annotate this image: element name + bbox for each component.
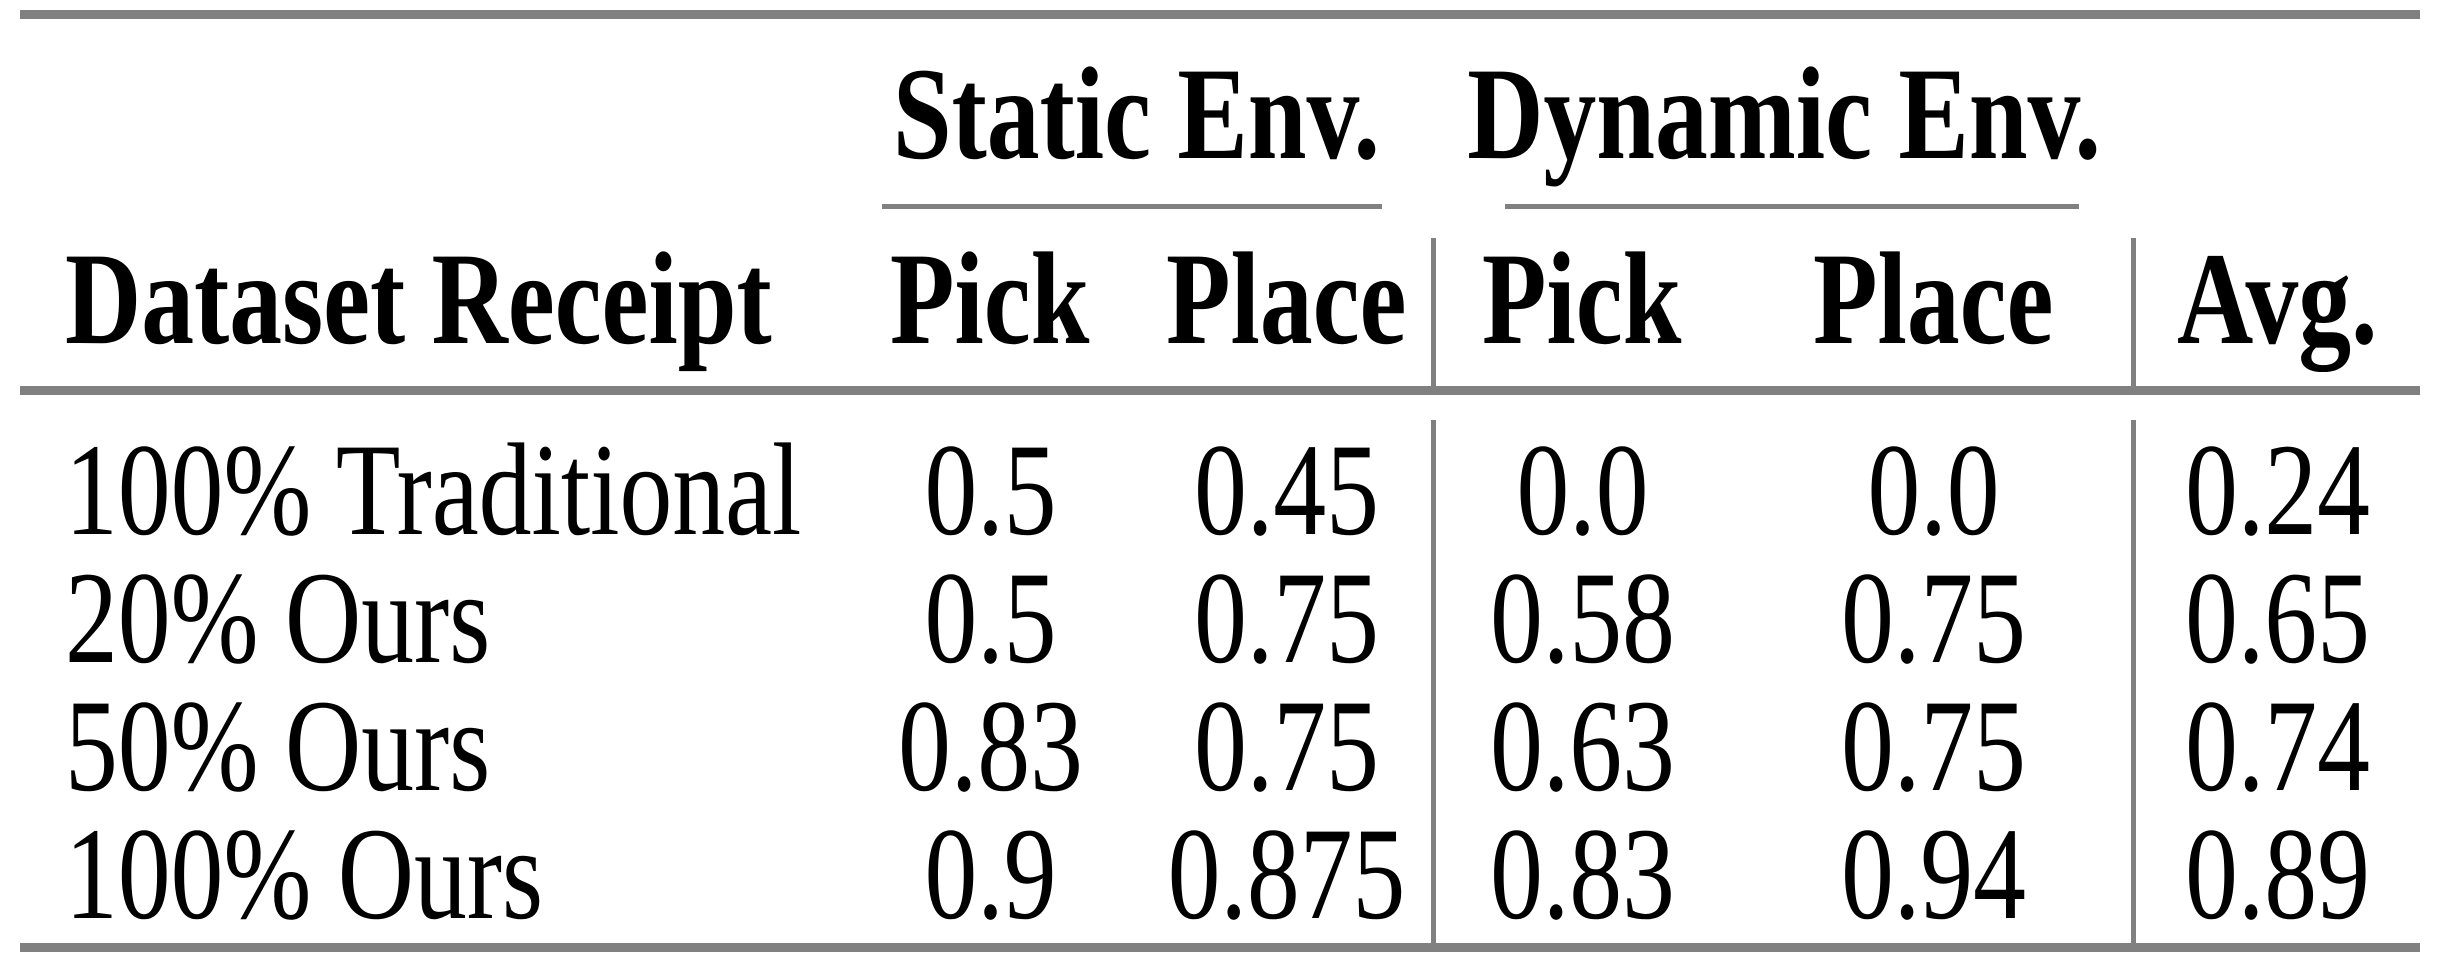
cell-r2-static-place-value: 0.75 xyxy=(1194,544,1379,691)
column-header-avg: Avg. xyxy=(2135,209,2420,389)
row-1-label-text: 100% Traditional xyxy=(65,416,802,563)
cell-r2-dynamic-place: 0.75 xyxy=(1731,544,2135,691)
cell-r2-avg-value: 0.65 xyxy=(2185,544,2370,691)
group-header-dynamic-env: Dynamic Env. xyxy=(1433,24,2135,204)
cell-r1-dynamic-pick: 0.0 xyxy=(1433,416,1731,563)
cell-r4-dynamic-pick: 0.83 xyxy=(1433,800,1731,947)
cell-r3-static-pick-value: 0.83 xyxy=(897,672,1083,819)
cell-r1-static-pick: 0.5 xyxy=(840,416,1140,563)
cell-r3-static-place: 0.75 xyxy=(1140,672,1433,819)
cell-r1-avg: 0.24 xyxy=(2135,416,2420,563)
row-label-20-ours: 20% Ours xyxy=(20,544,840,691)
column-header-static-pick: Pick xyxy=(840,209,1140,389)
cell-r3-avg: 0.74 xyxy=(2135,672,2420,819)
cell-r4-static-pick: 0.9 xyxy=(840,800,1140,947)
cell-r2-static-place: 0.75 xyxy=(1140,544,1433,691)
cell-r4-static-pick-value: 0.9 xyxy=(924,800,1056,947)
column-header-dataset-receipt-label: Dataset Receipt xyxy=(65,225,772,372)
table-bottom-rule xyxy=(20,943,2420,952)
group-header-dynamic-env-label: Dynamic Env. xyxy=(1467,40,2101,187)
cell-r2-avg: 0.65 xyxy=(2135,544,2420,691)
cell-r4-avg-value: 0.89 xyxy=(2185,800,2370,947)
cell-r4-static-place: 0.875 xyxy=(1140,800,1433,947)
dynamic-env-cmidrule xyxy=(1505,204,2079,209)
cell-r3-dynamic-place-value: 0.75 xyxy=(1840,672,2026,819)
divider-static-dynamic-header xyxy=(1431,238,1436,386)
cell-r1-dynamic-place-value: 0.0 xyxy=(1867,416,1999,563)
divider-static-dynamic-body xyxy=(1431,420,1436,943)
cell-r2-static-pick: 0.5 xyxy=(840,544,1140,691)
cell-r2-dynamic-place-value: 0.75 xyxy=(1840,544,2026,691)
cell-r2-dynamic-pick-value: 0.58 xyxy=(1489,544,1675,691)
column-header-static-place-label: Place xyxy=(1166,225,1407,372)
cell-r3-static-pick: 0.83 xyxy=(840,672,1140,819)
cell-r3-dynamic-pick: 0.63 xyxy=(1433,672,1731,819)
cell-r2-static-pick-value: 0.5 xyxy=(924,544,1056,691)
column-header-static-place: Place xyxy=(1140,209,1433,389)
column-header-dynamic-pick-label: Pick xyxy=(1482,225,1682,372)
cell-r4-static-place-value: 0.875 xyxy=(1167,800,1406,947)
static-env-cmidrule xyxy=(882,204,1382,209)
column-header-avg-label: Avg. xyxy=(2177,225,2378,372)
cell-r4-dynamic-pick-value: 0.83 xyxy=(1489,800,1675,947)
row-2-label-text: 20% Ours xyxy=(65,544,491,691)
divider-avg-header xyxy=(2131,238,2136,386)
column-header-dynamic-place: Place xyxy=(1731,209,2135,389)
table-top-rule xyxy=(20,10,2420,19)
cell-r1-dynamic-pick-value: 0.0 xyxy=(1516,416,1648,563)
group-header-static-env: Static Env. xyxy=(840,24,1433,204)
row-label-100-ours: 100% Ours xyxy=(20,800,840,947)
cell-r3-static-place-value: 0.75 xyxy=(1194,672,1379,819)
column-header-dynamic-pick: Pick xyxy=(1433,209,1731,389)
cell-r1-dynamic-place: 0.0 xyxy=(1731,416,2135,563)
column-header-dynamic-place-label: Place xyxy=(1812,225,2054,372)
table-mid-rule xyxy=(20,386,2420,395)
row-3-label-text: 50% Ours xyxy=(65,672,491,819)
cell-r3-avg-value: 0.74 xyxy=(2185,672,2370,819)
cell-r4-dynamic-place: 0.94 xyxy=(1731,800,2135,947)
cell-r3-dynamic-pick-value: 0.63 xyxy=(1489,672,1675,819)
group-header-static-env-label: Static Env. xyxy=(893,40,1381,187)
cell-r2-dynamic-pick: 0.58 xyxy=(1433,544,1731,691)
cell-r1-static-place-value: 0.45 xyxy=(1194,416,1379,563)
cell-r1-static-place: 0.45 xyxy=(1140,416,1433,563)
row-4-label-text: 100% Ours xyxy=(65,800,544,947)
cell-r4-avg: 0.89 xyxy=(2135,800,2420,947)
row-label-100-traditional: 100% Traditional xyxy=(20,416,840,563)
cell-r3-dynamic-place: 0.75 xyxy=(1731,672,2135,819)
cell-r1-static-pick-value: 0.5 xyxy=(924,416,1056,563)
row-label-50-ours: 50% Ours xyxy=(20,672,840,819)
column-header-static-pick-label: Pick xyxy=(890,225,1090,372)
cell-r4-dynamic-place-value: 0.94 xyxy=(1840,800,2026,947)
cell-r1-avg-value: 0.24 xyxy=(2185,416,2370,563)
divider-avg-body xyxy=(2131,420,2136,943)
column-header-dataset-receipt: Dataset Receipt xyxy=(20,209,840,389)
